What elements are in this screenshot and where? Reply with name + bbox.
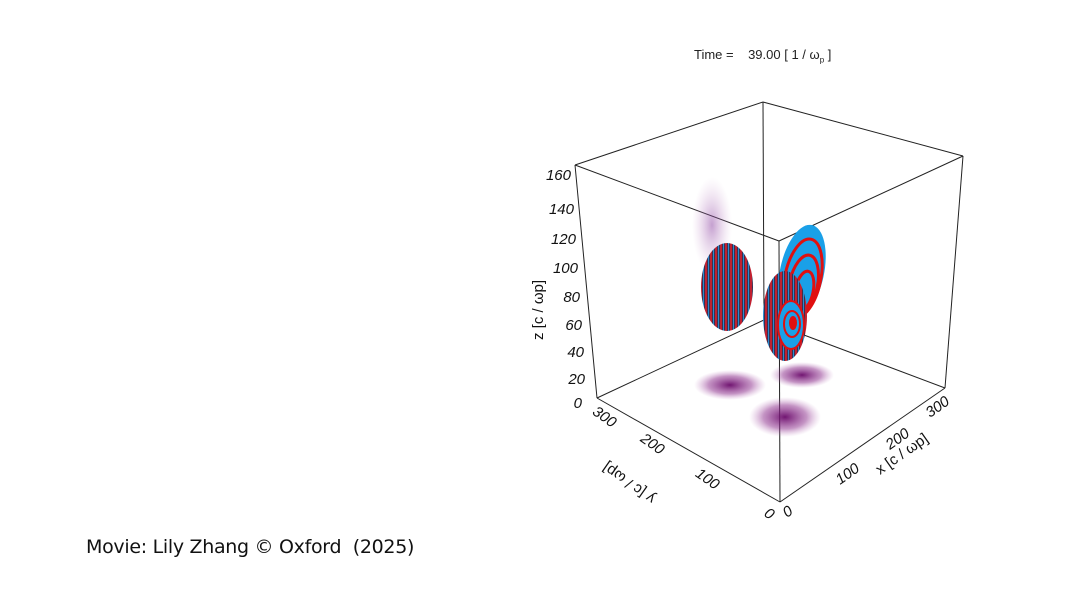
z-tick: 120	[551, 231, 577, 248]
z-tick: 20	[567, 371, 585, 388]
disc-left	[701, 243, 753, 331]
z-axis: 0 20 40 60 80 100 120 140 160 z [c / ωp]	[530, 167, 586, 412]
z-tick: 60	[565, 317, 582, 334]
projection-floor-front	[749, 397, 821, 437]
x-tick: 0	[780, 502, 797, 521]
projection-floor-back	[770, 362, 834, 388]
y-tick: 0	[761, 505, 778, 524]
x-tick: 100	[833, 460, 864, 489]
y-axis-label: y [c / ωp]	[600, 459, 659, 507]
time-label: Time = 39.00 [ 1 / ωp ]	[694, 47, 831, 65]
z-tick: 0	[574, 395, 583, 412]
z-tick: 160	[546, 167, 572, 184]
z-tick: 140	[549, 201, 575, 218]
time-prefix: Time =	[694, 47, 734, 62]
x-tick: 300	[923, 393, 954, 422]
y-tick: 200	[636, 429, 668, 458]
y-tick: 100	[692, 465, 723, 494]
movie-credit: Movie: Lily Zhang © Oxford (2025)	[86, 536, 415, 558]
time-unit-sub: p	[819, 55, 825, 65]
disc-right-lower	[763, 271, 807, 361]
time-unit-close: ]	[824, 47, 832, 62]
y-tick: 300	[589, 403, 620, 432]
z-axis-label: z [c / ωp]	[530, 280, 547, 340]
z-tick: 100	[553, 260, 579, 277]
time-value: 39.00	[748, 47, 781, 62]
y-axis: 0 100 200 300 y [c / ωp]	[589, 403, 778, 524]
projection-floor-left	[694, 370, 766, 400]
z-tick: 80	[563, 289, 580, 306]
time-unit: [ 1 / ω	[784, 47, 820, 62]
z-tick: 40	[567, 344, 584, 361]
